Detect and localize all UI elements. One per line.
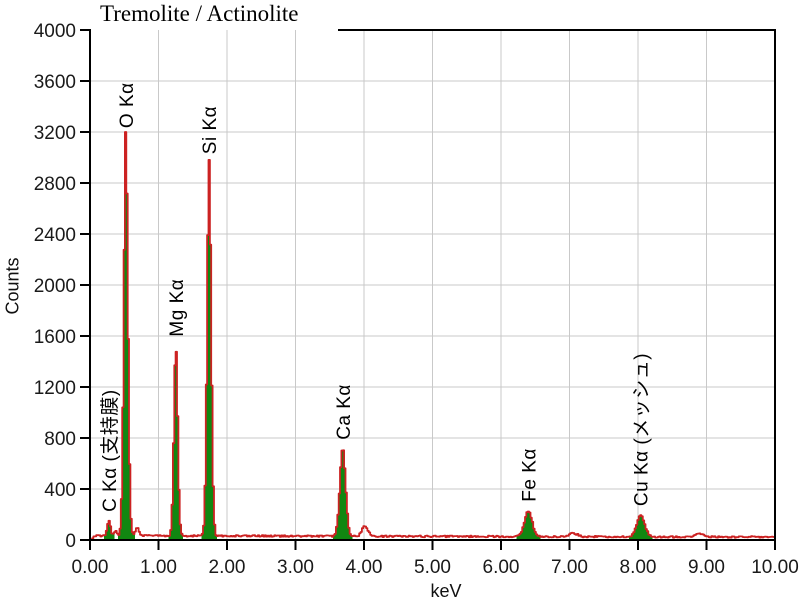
- spectrum-trace: [89, 131, 776, 541]
- svg-text:4.00: 4.00: [346, 557, 383, 578]
- svg-text:2000: 2000: [34, 276, 76, 297]
- peak-label: Mg Kα: [167, 279, 188, 337]
- svg-text:2800: 2800: [34, 174, 76, 195]
- svg-text:800: 800: [44, 429, 76, 450]
- peak-labels: C Kα (支持膜) O Kα Mg Kα Si Kα Ca Kα Fe Kα Cu Kα …: [99, 82, 653, 512]
- axes: [80, 29, 776, 550]
- svg-text:2400: 2400: [34, 225, 76, 246]
- peak-label: Si Kα: [200, 106, 221, 154]
- svg-text:3.00: 3.00: [277, 557, 314, 578]
- svg-text:400: 400: [44, 480, 76, 501]
- svg-text:4000: 4000: [34, 21, 76, 42]
- svg-text:3600: 3600: [34, 72, 76, 93]
- svg-text:0: 0: [65, 531, 76, 552]
- svg-text:1200: 1200: [34, 378, 76, 399]
- svg-text:10.00: 10.00: [751, 557, 799, 578]
- x-tick-labels: 0.00 1.00 2.00 3.00 4.00 5.00 6.00 7.00 8.00 9.00…: [72, 557, 799, 578]
- peak-label: Ca Kα: [334, 384, 355, 440]
- svg-text:5.00: 5.00: [414, 557, 451, 578]
- svg-text:1600: 1600: [34, 327, 76, 348]
- svg-text:3200: 3200: [34, 123, 76, 144]
- svg-text:9.00: 9.00: [688, 557, 725, 578]
- svg-text:6.00: 6.00: [483, 557, 520, 578]
- svg-text:0.00: 0.00: [72, 557, 109, 578]
- svg-text:2.00: 2.00: [209, 557, 246, 578]
- peak-label: Cu Kα (メッシュ): [632, 353, 653, 506]
- svg-text:7.00: 7.00: [551, 557, 588, 578]
- peak-label: C Kα (支持膜): [99, 389, 121, 512]
- x-axis-title: keV: [430, 581, 462, 601]
- y-axis-title: Counts: [2, 257, 23, 315]
- chart-title: Tremolite / Actinolite: [98, 0, 305, 30]
- grid: [90, 30, 776, 540]
- svg-text:1.00: 1.00: [140, 557, 177, 578]
- peak-label: O Kα: [117, 82, 138, 128]
- svg-text:8.00: 8.00: [620, 557, 657, 578]
- y-tick-labels: 0 400 800 1200 1600 2000 2400 2800 3200 3600 4000: [34, 21, 76, 552]
- peak-label: Fe Kα: [519, 448, 540, 502]
